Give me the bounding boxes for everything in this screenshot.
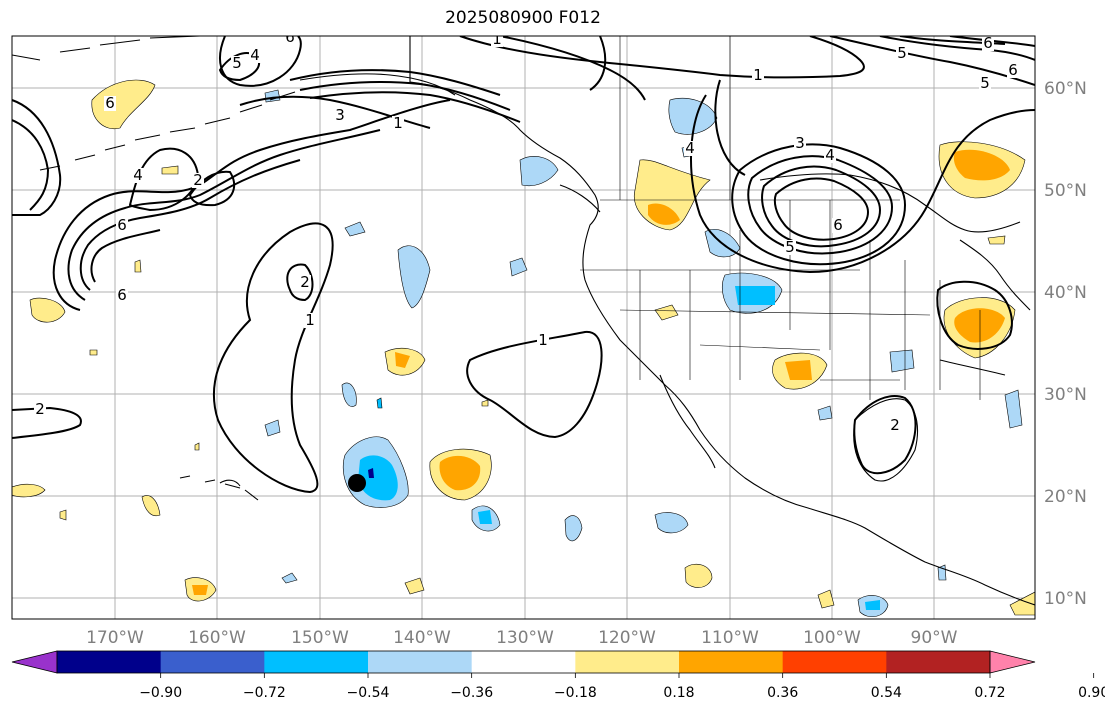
contour-label: 5	[232, 54, 242, 72]
longitude-labels: 170°W 160°W 150°W 140°W 130°W 120°W 110°W 100°W…	[86, 628, 958, 648]
colorbar-segment	[782, 651, 887, 673]
colorbar-segment	[886, 651, 991, 673]
contour-label: 6	[983, 34, 993, 52]
colorbar-tick-label: −0.36	[450, 685, 493, 701]
contour-lines	[12, 36, 1035, 494]
colorbar-min-extension	[11, 650, 58, 674]
contour-label: 6	[1008, 61, 1018, 79]
contour-label: 6	[833, 216, 843, 234]
latitude-label: 40°N	[1044, 283, 1087, 303]
contour-label: 1	[538, 331, 548, 349]
contour-label: 2	[193, 171, 203, 189]
contour-label: 1	[492, 30, 502, 48]
colorbar-tick-labels: −0.90 −0.72 −0.54 −0.36 −0.18 0.18 0.36 0.54 0.7…	[139, 673, 1105, 701]
contour-label: 6	[117, 286, 127, 304]
colorbar-segment	[679, 651, 784, 673]
longitude-label: 130°W	[496, 628, 554, 648]
longitude-label: 120°W	[598, 628, 656, 648]
latitude-labels: 60°N 50°N 40°N 30°N 20°N 10°N	[1044, 79, 1087, 609]
colorbar-segment	[57, 651, 162, 673]
longitude-label: 150°W	[291, 628, 349, 648]
colorbar-tick-label: −0.72	[243, 685, 286, 701]
contour-label: 2	[35, 400, 45, 418]
colorbar-segment	[575, 651, 680, 673]
colorbar-segment	[368, 651, 473, 673]
colorbar-segment	[160, 651, 265, 673]
contour-label: 4	[825, 146, 835, 164]
contour-label: 4	[250, 46, 260, 64]
latitude-label: 60°N	[1044, 79, 1087, 99]
longitude-label: 100°W	[803, 628, 861, 648]
latitude-label: 50°N	[1044, 181, 1087, 201]
contour-label: 6	[285, 28, 295, 46]
positive-anomaly-areas	[12, 79, 1035, 616]
longitude-label: 110°W	[701, 628, 759, 648]
longitude-label: 170°W	[86, 628, 144, 648]
contour-label: 5	[897, 44, 907, 62]
colorbar-tick-label: 0.72	[974, 685, 1005, 701]
longitude-label: 160°W	[188, 628, 246, 648]
colorbar-segment	[471, 651, 576, 673]
political-borders	[409, 36, 981, 400]
colorbar-tick-label: −0.54	[347, 685, 390, 701]
colorbar-tick-label: 0.54	[871, 685, 902, 701]
latitude-label: 30°N	[1044, 385, 1087, 405]
latitude-label: 10°N	[1044, 589, 1087, 609]
colorbar-segment	[264, 651, 369, 673]
colorbar-tick-label: −0.18	[554, 685, 597, 701]
colorbar-tick-label: −0.90	[139, 685, 182, 701]
negative-anomaly-areas	[264, 89, 1023, 618]
contour-label: 1	[305, 311, 315, 329]
contour-label: 5	[785, 238, 795, 256]
colorbar-tick-label: 0.36	[767, 685, 798, 701]
contour-label: 3	[335, 106, 345, 124]
map-title: 2025080900 F012	[445, 8, 601, 28]
latitude-label: 20°N	[1044, 487, 1087, 507]
contour-label: 6	[105, 94, 115, 112]
contour-label: 3	[795, 134, 805, 152]
contour-label: 4	[685, 139, 695, 157]
colorbar-max-extension	[989, 650, 1036, 674]
colorbar-tick-label: 0.90	[1078, 685, 1105, 701]
contour-label: 1	[753, 66, 763, 84]
map-frame	[11, 35, 1036, 620]
colorbar	[11, 650, 1036, 674]
station-marker	[348, 474, 366, 492]
longitude-label: 140°W	[393, 628, 451, 648]
contour-label: 6	[117, 216, 127, 234]
contour-label: 2	[890, 416, 900, 434]
contour-label: 5	[980, 74, 990, 92]
contour-label: 2	[300, 273, 310, 291]
contour-label: 4	[133, 166, 143, 184]
colorbar-tick-label: 0.18	[663, 685, 694, 701]
longitude-label: 90°W	[911, 628, 958, 648]
contour-label: 1	[393, 114, 403, 132]
